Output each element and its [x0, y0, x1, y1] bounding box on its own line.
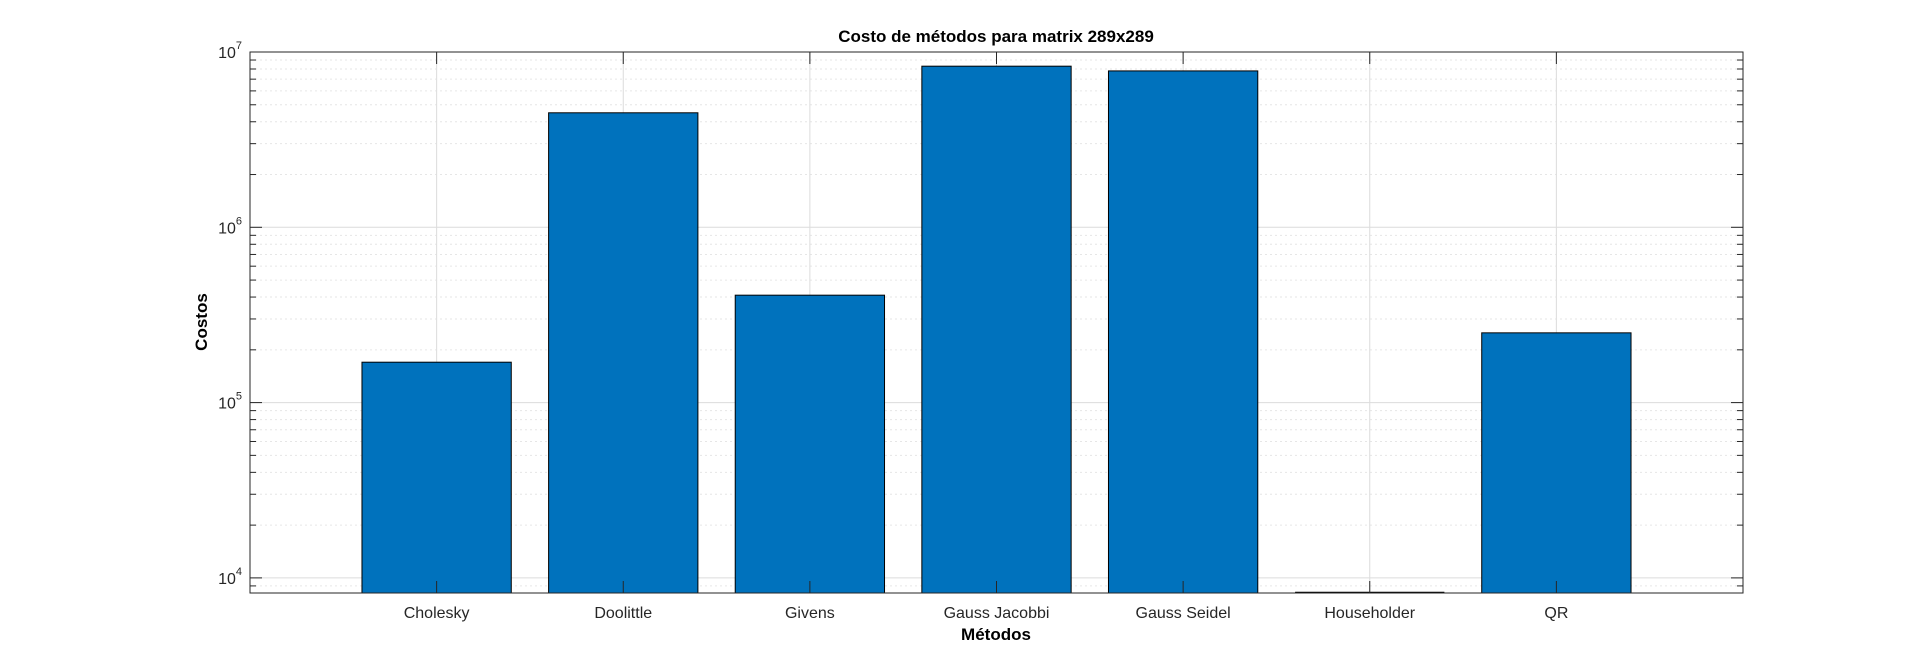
x-tick-label: Givens: [785, 605, 835, 622]
y-tick-label: 105: [218, 391, 242, 413]
ticks: [250, 51, 1743, 593]
bar: [1107, 70, 1259, 594]
x-tick-label: Gauss Seidel: [1136, 605, 1231, 622]
x-tick-labels: Cholesky Doolittle Givens Gauss Jacobbi Gaus…: [404, 605, 1569, 622]
y-axis-label: Costos: [192, 293, 211, 351]
bar: [1481, 332, 1632, 594]
bar: [734, 294, 886, 594]
x-tick-label: Householder: [1324, 605, 1415, 622]
bars: [361, 65, 1632, 594]
x-tick-label: Cholesky: [404, 605, 470, 622]
y-tick-labels: 104 105 106 107: [218, 40, 242, 588]
bar: [548, 112, 699, 594]
y-tick-label: 107: [218, 40, 242, 62]
y-tick-label: 104: [218, 566, 242, 588]
y-tick-label: 106: [218, 215, 242, 237]
bar: [921, 65, 1072, 594]
x-axis-label: Métodos: [961, 625, 1031, 644]
chart-title: Costo de métodos para matrix 289x289: [838, 27, 1154, 46]
bar: [361, 361, 512, 594]
x-tick-label: Gauss Jacobbi: [944, 605, 1050, 622]
x-tick-label: QR: [1544, 605, 1568, 622]
x-tick-label: Doolittle: [594, 605, 652, 622]
